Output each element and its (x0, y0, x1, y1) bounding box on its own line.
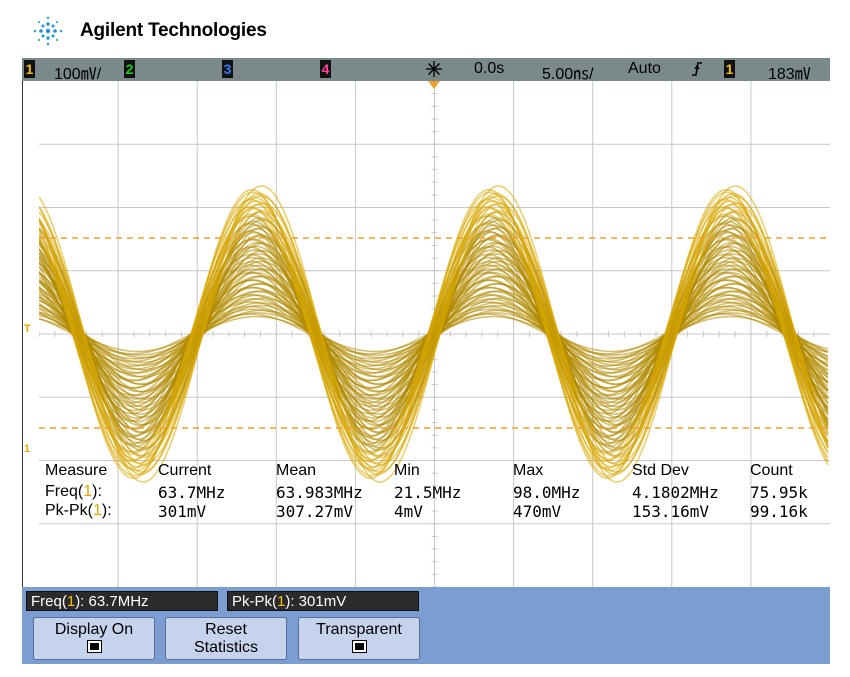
channel-2-indicator[interactable]: 2 (124, 60, 135, 78)
transparent-checkbox[interactable] (351, 640, 367, 653)
pkpk-count: 99.16k (750, 502, 808, 521)
trace-sweep (39, 191, 829, 477)
rising-edge-icon (690, 59, 704, 84)
trigger-level[interactable]: 183㎷ (768, 66, 811, 83)
header: Agilent Technologies (0, 0, 850, 58)
trace-sweep (39, 192, 829, 476)
channel-1-ground-marker: 1 (24, 443, 31, 455)
trace-sweep (39, 195, 829, 473)
header-mean: Mean (276, 462, 317, 479)
channel-1-indicator[interactable]: 1 (24, 60, 35, 78)
pkpk-std-dev: 153.16mV (632, 502, 710, 521)
waveform-graticule (39, 81, 830, 587)
status-bar: 1 100㎷/ 2 3 4 0.0s 5.00㎱/ Auto 1 183㎷ (22, 58, 830, 84)
trigger-level-marker: T (24, 323, 31, 335)
trace-sweep (39, 207, 829, 461)
header-measure: Measure (45, 462, 108, 479)
display-on-checkbox[interactable] (86, 640, 102, 653)
pkpk-mean: 307.27mV (276, 502, 354, 521)
time-scale[interactable]: 5.00㎱/ (542, 66, 594, 83)
pkpk-min: 4mV (394, 502, 423, 521)
header-std-dev: Std Dev (632, 462, 689, 479)
trace-sweep (39, 185, 829, 483)
freq-max: 98.0MHz (513, 483, 581, 502)
header-min: Min (394, 462, 420, 479)
channel-1-persistence-trace (39, 185, 829, 483)
header-count: Count (750, 462, 793, 479)
time-offset[interactable]: 0.0s (474, 60, 505, 77)
waveform-display[interactable] (39, 81, 830, 587)
freq-count: 75.95k (750, 483, 808, 502)
graticule-grid (39, 81, 830, 587)
channel-1-scale[interactable]: 100㎷/ (54, 66, 102, 83)
freq-mean: 63.983MHz (276, 483, 363, 502)
trigger-source-indicator[interactable]: 1 (724, 60, 735, 78)
trigger-mode[interactable]: Auto (628, 60, 661, 77)
freq-current: 63.7MHz (158, 483, 226, 502)
brand-name: Agilent Technologies (80, 20, 267, 41)
freq-std-dev: 4.1802MHz (632, 483, 719, 502)
pkpk-readout: Pk-Pk(1): 301mV (227, 591, 419, 611)
trace-sweep (39, 196, 829, 472)
pkpk-current: 301mV (158, 502, 207, 521)
left-marker-bar: T 1 (22, 81, 40, 587)
header-max: Max (513, 462, 544, 479)
row-label-pkpk: Pk-Pk(1): (45, 502, 112, 519)
freq-min: 21.5MHz (394, 483, 462, 502)
transparent-softkey[interactable]: Transparent (298, 617, 420, 660)
header-current: Current (158, 462, 212, 479)
row-label-freq: Freq(1): (45, 483, 102, 500)
channel-3-indicator[interactable]: 3 (222, 60, 233, 78)
trigger-position-marker (428, 81, 440, 89)
freq-readout: Freq(1): 63.7MHz (26, 591, 218, 611)
agilent-spark-logo-icon (33, 16, 63, 46)
reset-statistics-softkey[interactable]: Reset Statistics (165, 617, 287, 660)
trace-sweep (39, 200, 829, 468)
acquisition-sparkle-icon (424, 59, 444, 84)
channel-4-indicator[interactable]: 4 (320, 60, 331, 78)
pkpk-max: 470mV (513, 502, 562, 521)
display-on-softkey[interactable]: Display On (33, 617, 155, 660)
